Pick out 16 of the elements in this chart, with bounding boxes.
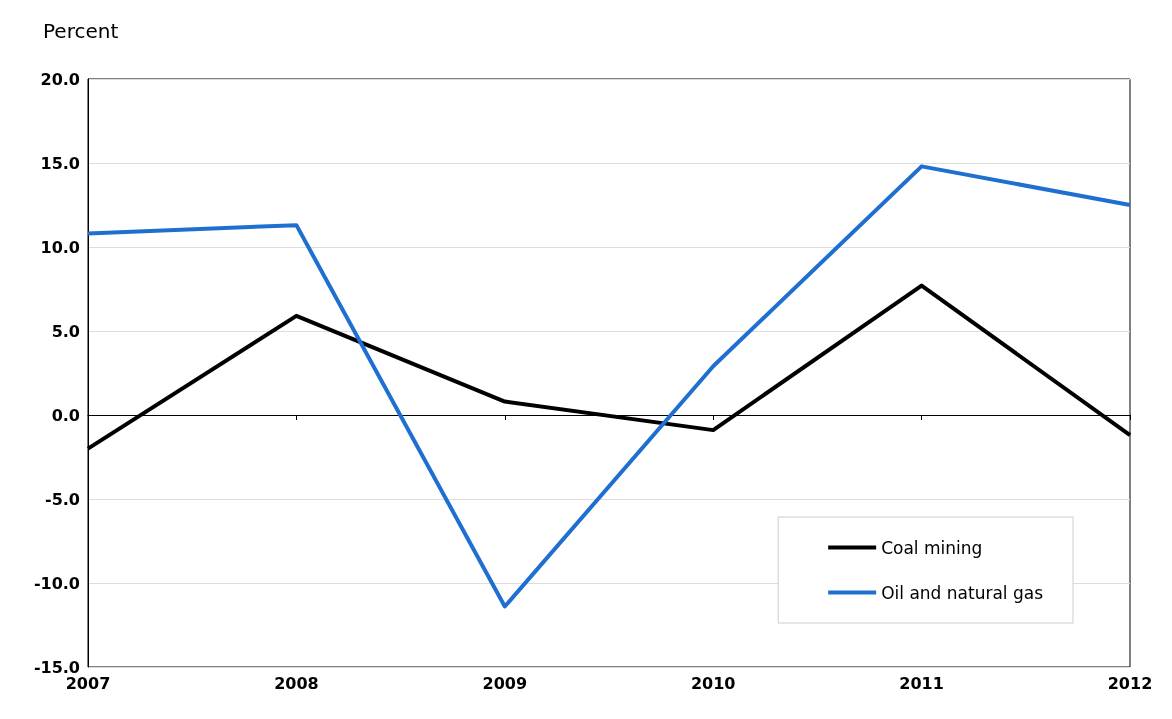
x-tick-label: 2011 — [899, 673, 944, 693]
y-tick-label: 20.0 — [40, 69, 80, 89]
x-tick-label: 2008 — [274, 673, 319, 693]
y-tick-label: -5.0 — [45, 489, 80, 509]
legend-label: Oil and natural gas — [881, 582, 1044, 603]
line-series — [86, 164, 1132, 609]
x-tick-label: 2009 — [482, 673, 528, 693]
y-tick-label: 15.0 — [40, 153, 80, 173]
y-tick-label: -10.0 — [33, 573, 80, 593]
legend-label: Coal mining — [881, 537, 983, 558]
y-tick-label: 5.0 — [51, 321, 80, 341]
x-tick-label: 2012 — [1107, 673, 1153, 693]
y-axis-title: Percent — [43, 19, 119, 43]
y-tick-label: 0.0 — [51, 405, 80, 425]
x-tick-label: 2010 — [690, 673, 736, 693]
y-tick-label: 10.0 — [40, 237, 80, 257]
